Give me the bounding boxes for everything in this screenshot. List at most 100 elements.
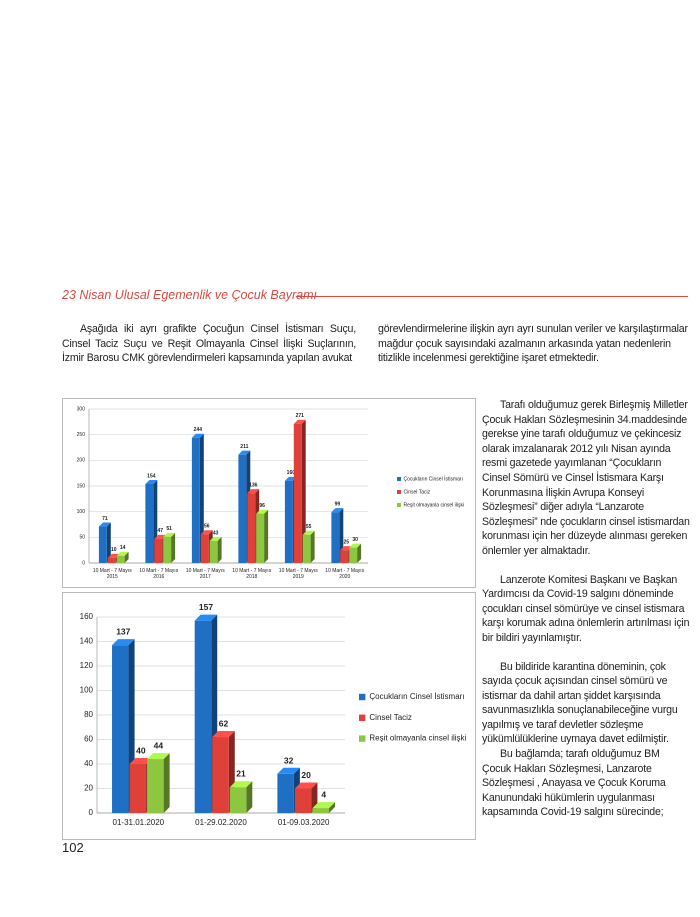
y-tick-label: 160 (80, 612, 94, 621)
bar-top (340, 546, 353, 551)
x-tick-label: 10 Mart - 7 Mayıs 2020 (325, 568, 365, 580)
bar (147, 759, 164, 813)
value-label: 4 (321, 790, 326, 800)
y-tick-label: 100 (77, 509, 86, 515)
page-number: 102 (62, 840, 84, 855)
paragraph: Tarafı olduğumuz gerek Birleşmiş Milletl… (482, 399, 690, 557)
value-label: 136 (249, 483, 258, 489)
bar (194, 620, 212, 813)
bar-top (107, 553, 120, 558)
bar (293, 423, 302, 563)
paragraph: görevlendirmelerine ilişkin ayrı ayrı su… (378, 323, 688, 365)
y-tick-label: 140 (80, 637, 94, 646)
bar (312, 808, 329, 813)
y-tick-label: 20 (84, 784, 93, 793)
bar-side (171, 532, 176, 563)
legend-label: Cinsel Taciz (369, 713, 412, 722)
bar-top (277, 767, 300, 774)
legend-label: Çocukların Cinsel İstismarı (404, 475, 463, 482)
text-column: görevlendirmelerine ilişkin ayrı ayrı su… (378, 322, 690, 380)
value-label: 62 (219, 719, 229, 729)
bar (107, 557, 116, 563)
bar-top (212, 731, 235, 738)
bar (145, 483, 154, 563)
legend-swatch (359, 735, 366, 742)
bar-side (310, 530, 315, 563)
bar (191, 437, 200, 563)
bar-side (199, 433, 204, 563)
bar (200, 534, 209, 563)
legend-swatch (397, 490, 401, 494)
bar-top (349, 543, 362, 548)
bar-top (331, 508, 344, 513)
bar-side (328, 802, 335, 813)
bar (294, 788, 312, 813)
y-tick-label: 250 (77, 432, 86, 438)
y-tick-label: 200 (77, 458, 86, 464)
bar-top (163, 532, 176, 537)
bar-top (302, 530, 315, 535)
bar-top (256, 509, 269, 514)
bar-top (129, 758, 153, 764)
value-label: 160 (287, 470, 296, 476)
chart: 0 20 40 60 80 100 120 140 160 137 40 44 157 62 21 32 20 4… (62, 592, 476, 840)
bar-top (112, 639, 135, 646)
y-tick-label: 0 (89, 808, 94, 817)
value-label: 32 (284, 755, 294, 765)
y-tick-label: 60 (84, 735, 93, 744)
bar-top (238, 450, 251, 455)
bar-top (98, 522, 111, 527)
bar-top (154, 534, 167, 539)
value-label: 51 (166, 526, 172, 532)
x-tick-label: 01-09.03.2020 (277, 818, 330, 827)
x-tick-label: 01-31.01.2020 (112, 818, 165, 827)
value-label: 99 (335, 502, 341, 508)
chart-svg: 0 20 40 60 80 100 120 140 160 137 40 44 157 62 21 32 20 4… (80, 602, 467, 817)
paragraph: Aşağıda iki ayrı grafikte Çocuğun Cinsel… (62, 323, 356, 365)
y-tick-label: 120 (80, 661, 94, 670)
bar-top (194, 614, 218, 621)
value-label: 43 (213, 530, 219, 536)
bar (277, 773, 294, 813)
bar (302, 534, 311, 563)
paragraph: Bu bağlamda; tarafı olduğumuz BM Çocuk H… (482, 748, 666, 819)
bar (112, 645, 129, 813)
bar-top (147, 753, 170, 760)
bar-side (124, 551, 129, 563)
legend-swatch (359, 714, 366, 721)
y-tick-label: 0 (82, 560, 85, 566)
text-column: Aşağıda iki ayrı grafikte Çocuğun Cinsel… (62, 322, 356, 380)
x-tick-label: 10 Mart - 7 Mayıs 2015 (92, 568, 132, 580)
bar (349, 547, 358, 563)
value-label: 55 (306, 524, 312, 530)
bar (256, 513, 265, 563)
bar-top (312, 802, 335, 809)
bar-top (116, 551, 129, 556)
bar (154, 538, 163, 563)
paragraph: Lanzerote Komitesi Başkanı ve Başkan Yar… (482, 573, 690, 644)
value-label: 96 (259, 503, 265, 509)
bar-side (357, 543, 362, 563)
y-tick-label: 300 (77, 406, 86, 412)
bar (284, 480, 293, 563)
bar-top (247, 489, 260, 494)
bar (129, 764, 147, 813)
value-label: 211 (240, 444, 248, 450)
bar (163, 536, 172, 563)
bar-top (229, 781, 253, 788)
x-tick-label: 10 Mart - 7 Mayıs 2017 (185, 568, 225, 580)
value-label: 244 (194, 427, 203, 433)
bar (98, 526, 107, 563)
value-label: 154 (147, 473, 156, 479)
legend-swatch (397, 503, 401, 507)
value-label: 30 (352, 537, 358, 543)
value-label: 14 (120, 545, 126, 551)
bar-side (246, 781, 253, 813)
bar (238, 454, 247, 563)
value-label: 157 (199, 602, 213, 612)
value-label: 137 (116, 627, 130, 637)
value-label: 71 (102, 516, 108, 522)
x-tick-label: 10 Mart - 7 Mayıs 2019 (278, 568, 318, 580)
